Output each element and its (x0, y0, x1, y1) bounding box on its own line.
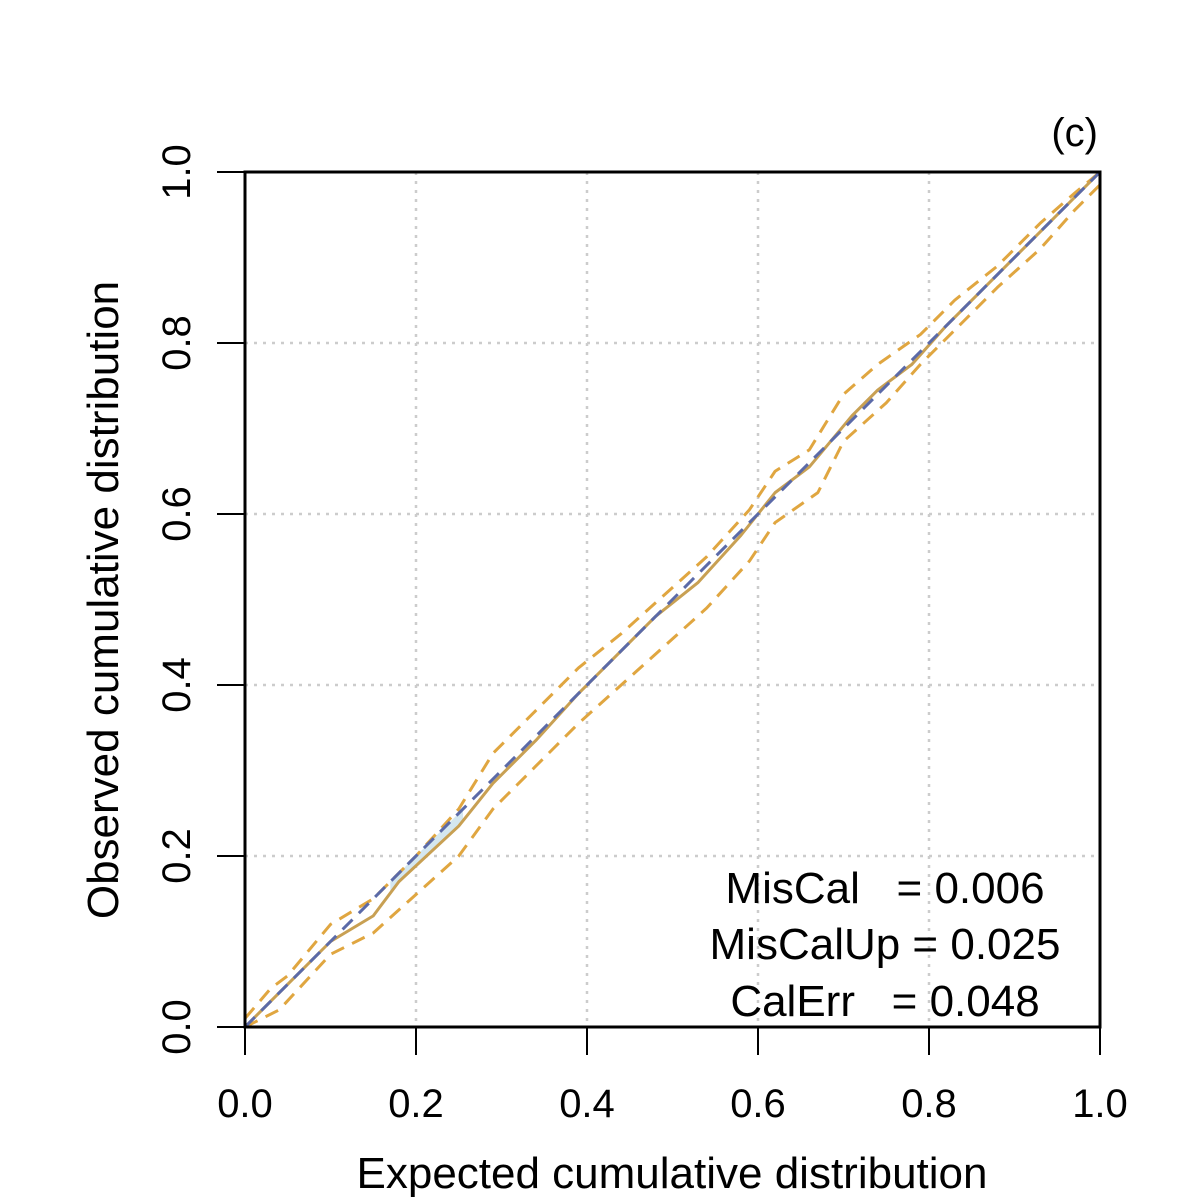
y-tick-label: 0.2 (155, 828, 199, 884)
y-tick-label: 0.6 (155, 486, 199, 542)
x-axis-title: Expected cumulative distribution (357, 1149, 988, 1198)
y-tick-label: 0.8 (155, 315, 199, 371)
stat-calerr: CalErr = 0.048 (730, 977, 1039, 1026)
x-tick-label: 0.4 (559, 1082, 615, 1126)
ideal-reference-line (243, 170, 1102, 1029)
x-tick-label: 0.6 (730, 1082, 786, 1126)
plot-frame (243, 170, 1102, 1029)
y-axis: 0.0 0.2 0.4 0.6 0.8 1.0 (155, 144, 245, 1055)
series-layer (243, 170, 1102, 1029)
panel-label: (c) (1051, 111, 1098, 155)
x-tick-label: 1.0 (1072, 1082, 1128, 1126)
y-axis-title: Observed cumulative distribution (79, 281, 128, 919)
x-tick-label: 0.8 (901, 1082, 957, 1126)
x-tick-label: 0.2 (388, 1082, 444, 1126)
y-tick-label: 0.0 (155, 999, 199, 1055)
y-tick-label: 1.0 (155, 144, 199, 200)
y-tick-label: 0.4 (155, 657, 199, 713)
grid-layer (245, 172, 1100, 1027)
stat-miscal: MisCal = 0.006 (725, 864, 1044, 913)
x-tick-label: 0.0 (217, 1082, 273, 1126)
lower-band-line (244, 183, 1102, 1029)
x-axis: 0.0 0.2 0.4 0.6 0.8 1.0 (217, 1027, 1128, 1126)
upper-band-line (243, 170, 1101, 1020)
stat-miscalup: MisCalUp = 0.025 (710, 920, 1061, 969)
